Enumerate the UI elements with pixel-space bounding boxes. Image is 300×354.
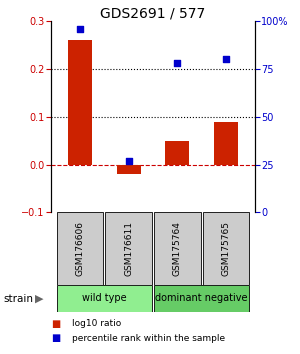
Point: [126, 158, 131, 164]
Bar: [105, 212, 152, 285]
Bar: [202, 212, 249, 285]
Text: strain: strain: [3, 294, 33, 304]
Text: ■: ■: [51, 333, 60, 343]
Point: [175, 61, 180, 66]
Text: GSM176611: GSM176611: [124, 221, 133, 276]
Text: dominant negative: dominant negative: [155, 293, 248, 303]
Bar: [57, 212, 104, 285]
Text: GSM175764: GSM175764: [173, 221, 182, 276]
Bar: [154, 285, 249, 312]
Bar: [214, 122, 238, 165]
Text: ▶: ▶: [34, 294, 43, 304]
Text: percentile rank within the sample: percentile rank within the sample: [72, 333, 225, 343]
Bar: [117, 165, 141, 174]
Text: log10 ratio: log10 ratio: [72, 319, 121, 329]
Bar: [154, 212, 201, 285]
Bar: [57, 285, 152, 312]
Text: ■: ■: [51, 319, 60, 329]
Point: [78, 26, 82, 32]
Text: GSM175765: GSM175765: [221, 221, 230, 276]
Text: GSM176606: GSM176606: [76, 221, 85, 276]
Bar: [68, 40, 92, 165]
Title: GDS2691 / 577: GDS2691 / 577: [100, 6, 206, 20]
Text: wild type: wild type: [82, 293, 127, 303]
Point: [224, 57, 228, 62]
Bar: [165, 141, 189, 165]
